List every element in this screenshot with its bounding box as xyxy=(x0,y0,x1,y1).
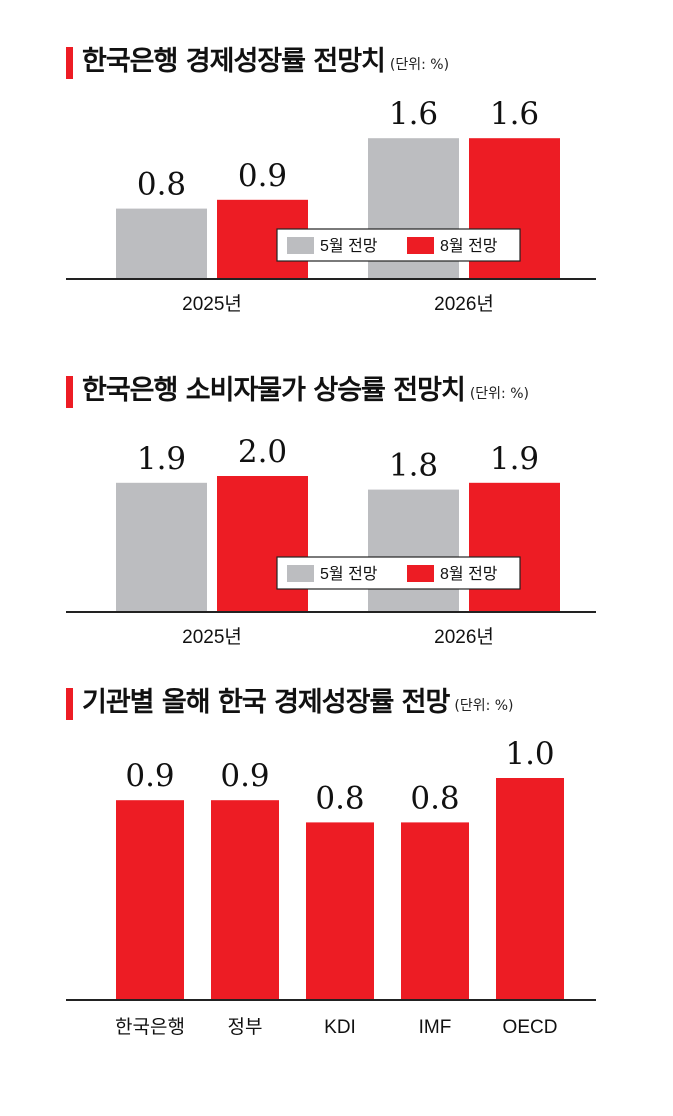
data-label: 0.8 xyxy=(315,780,364,816)
bar xyxy=(368,489,459,612)
legend-label: 8월 전망 xyxy=(440,237,498,255)
legend-label: 5월 전망 xyxy=(320,237,378,255)
chart-2-title: 한국은행 소비자물가 상승률 전망치 xyxy=(82,375,466,406)
category-label: 2025년 xyxy=(182,626,242,648)
bar xyxy=(469,482,560,612)
data-label: 0.9 xyxy=(220,758,269,794)
data-label: 1.9 xyxy=(137,441,186,477)
data-label: 1.9 xyxy=(490,441,539,477)
category-label: OECD xyxy=(503,1017,558,1038)
legend-label: 8월 전망 xyxy=(440,565,498,583)
data-label: 1.6 xyxy=(389,96,438,132)
data-label: 0.8 xyxy=(410,780,459,816)
legend-swatch xyxy=(407,565,434,582)
chart-1-unit: (단위: %) xyxy=(389,57,450,73)
bar xyxy=(401,822,469,1000)
category-label: 한국은행 xyxy=(115,1016,185,1038)
chart-2-unit: (단위: %) xyxy=(469,386,529,402)
chart-3-unit: (단위: %) xyxy=(454,698,514,714)
category-label: 2026년 xyxy=(434,293,494,315)
title-accent-bar xyxy=(66,47,73,79)
data-label: 1.6 xyxy=(490,96,539,132)
bar xyxy=(116,482,207,612)
bar xyxy=(306,822,374,1000)
title-accent-bar xyxy=(66,376,73,408)
legend-label: 5월 전망 xyxy=(320,565,378,583)
chart-1-title: 한국은행 경제성장률 전망치 xyxy=(82,46,386,77)
legend-swatch xyxy=(287,237,314,254)
data-label: 0.8 xyxy=(137,167,186,203)
chart-3-header: 기관별 올해 한국 경제성장률 전망 (단위: %) xyxy=(82,685,514,721)
bar xyxy=(496,778,564,1000)
data-label: 1.8 xyxy=(389,448,438,484)
data-label: 2.0 xyxy=(238,434,287,470)
legend-box xyxy=(276,228,521,262)
legend-box xyxy=(276,556,521,590)
legend-swatch xyxy=(407,237,434,254)
chart-1-header: 한국은행 경제성장률 전망치 (단위: %) xyxy=(82,44,449,80)
category-label: 2025년 xyxy=(182,293,242,315)
category-label: KDI xyxy=(324,1017,356,1038)
chart-2-header: 한국은행 소비자물가 상승률 전망치 (단위: %) xyxy=(82,373,529,409)
bar xyxy=(116,800,184,1000)
data-label: 0.9 xyxy=(238,158,287,194)
title-accent-bar xyxy=(66,688,73,720)
data-label: 1.0 xyxy=(505,736,554,772)
legend-swatch xyxy=(287,565,314,582)
data-label: 0.9 xyxy=(125,758,174,794)
category-label: 정부 xyxy=(228,1016,263,1038)
bar xyxy=(211,800,279,1000)
chart-3-title: 기관별 올해 한국 경제성장률 전망 xyxy=(82,687,450,718)
bar xyxy=(116,208,207,279)
category-label: IMF xyxy=(419,1017,452,1038)
category-label: 2026년 xyxy=(434,626,494,648)
